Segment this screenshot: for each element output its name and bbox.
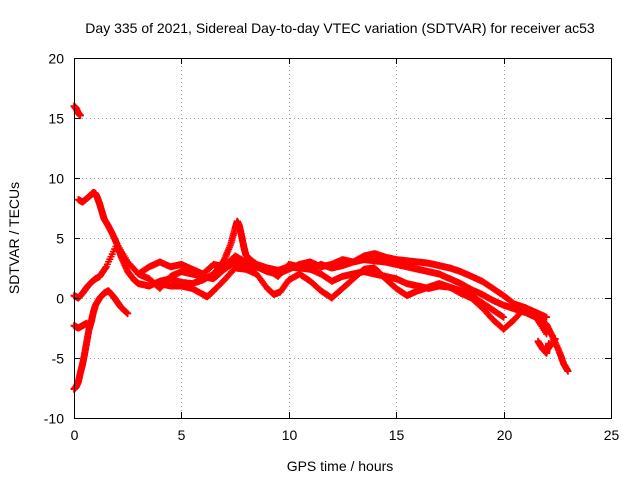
y-tick-label: 20 [48, 51, 64, 67]
y-tick-label: 0 [56, 291, 64, 307]
data-point [551, 335, 559, 343]
x-tick-label: 15 [389, 427, 405, 443]
x-tick-label: 10 [282, 427, 298, 443]
data-point [500, 313, 508, 321]
data-point [564, 367, 572, 375]
data-point [543, 313, 551, 321]
grid [74, 58, 611, 418]
x-tick-label: 5 [178, 427, 186, 443]
y-tick-label: 15 [48, 111, 64, 127]
y-tick-label: 10 [48, 171, 64, 187]
y-tick-label: -10 [44, 411, 64, 427]
axes: 0 5 10 15 20 25 -10 -5 0 5 10 15 20 [44, 51, 620, 444]
x-tick-label: 20 [497, 427, 513, 443]
x-tick-label: 25 [604, 427, 620, 443]
plot-area [70, 102, 572, 393]
x-axis-label: GPS time / hours [287, 458, 394, 474]
data-point [76, 112, 84, 120]
data-point [83, 319, 91, 327]
data-point [498, 312, 506, 320]
y-tick-label: 5 [56, 231, 64, 247]
data-point [543, 330, 551, 338]
series-trace-a [70, 102, 84, 120]
data-point [124, 310, 132, 318]
chart-title: Day 335 of 2021, Sidereal Day-to-day VTE… [85, 20, 595, 36]
series-trace-h [534, 335, 559, 357]
series-trace-g [134, 258, 508, 321]
x-tick-label: 0 [71, 427, 79, 443]
y-tick-label: -5 [52, 351, 65, 367]
series-trace-d [70, 287, 132, 393]
y-axis-label: SDTVAR / TECUs [6, 182, 22, 294]
